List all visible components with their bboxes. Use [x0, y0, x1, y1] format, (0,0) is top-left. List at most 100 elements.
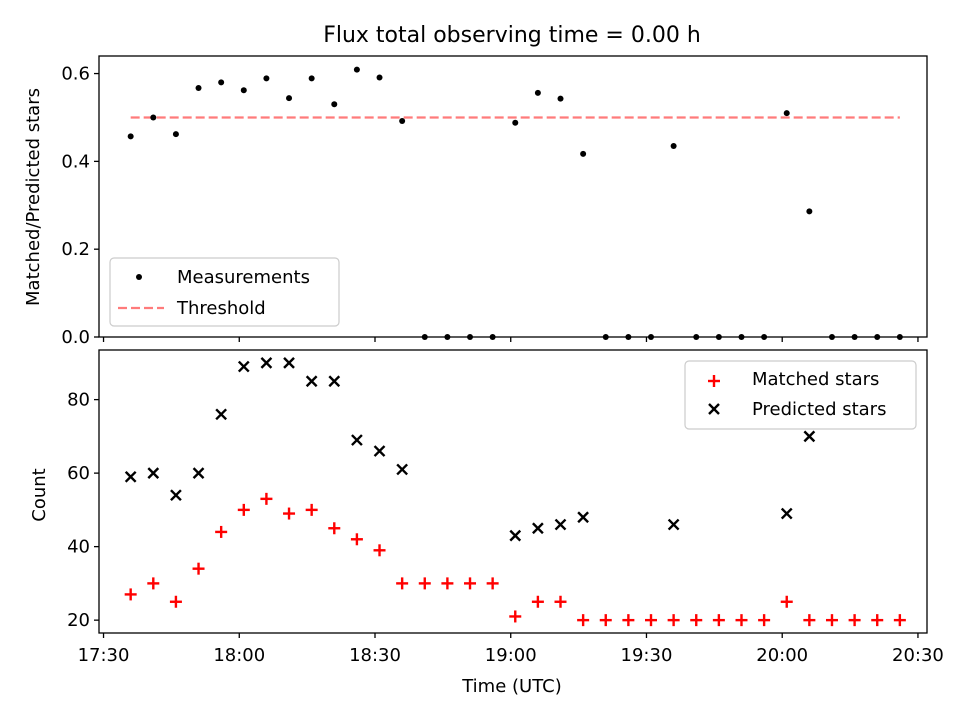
measurement-point: [218, 79, 225, 86]
measurement-point: [580, 150, 587, 157]
matched-star-point: [464, 577, 477, 590]
matched-star-point: [486, 577, 499, 590]
matched-star-point: [531, 595, 544, 608]
count-axes-frame: [98, 349, 928, 634]
matched-star-point: [237, 503, 250, 516]
predicted-legend-marker: [708, 403, 720, 415]
ratio-y-tick-label: 0.6: [61, 64, 90, 85]
count-y-tick-label: 80: [67, 390, 90, 411]
measurement-point: [150, 114, 157, 121]
measurement-point: [512, 119, 519, 126]
predicted-star-point: [554, 518, 567, 531]
matched-star-point: [373, 544, 386, 557]
predicted-star-point: [124, 470, 137, 483]
predicted-star-point: [532, 522, 544, 535]
matched-star-point: [825, 614, 838, 627]
matched-star-point: [554, 595, 567, 608]
count-y-tick-label: 20: [67, 610, 90, 631]
measurement-point: [195, 85, 202, 92]
matched-star-point: [622, 614, 635, 627]
matched-star-point: [803, 614, 816, 627]
ratio-y-tick-label: 0.4: [61, 151, 90, 172]
matched-star-point: [418, 577, 431, 590]
measurement-point: [399, 117, 406, 124]
ratio-axes-frame: [98, 55, 928, 338]
count-panel: 20 40 60 80 17:30 18:00 18:30 19:00 19:30 20:00 2…: [29, 349, 944, 697]
measurement-point: [286, 95, 293, 102]
predicted-star-point: [803, 430, 816, 443]
matched-star-point: [260, 492, 273, 505]
matched-star-point: [350, 533, 363, 546]
predicted-star-point: [215, 408, 228, 421]
x-tick-label: 20:00: [756, 645, 808, 666]
predicted-legend-label: Predicted stars: [752, 399, 886, 420]
measurements-legend-label: Measurements: [177, 267, 310, 288]
measurement-point: [557, 95, 564, 102]
measurement-point: [806, 208, 813, 215]
measurement-point: [172, 131, 179, 138]
measurement-point: [127, 133, 134, 140]
ratio-legend-box: [109, 257, 340, 327]
matched-star-point: [780, 595, 793, 608]
measurement-point: [331, 101, 338, 108]
matched-star-point: [893, 614, 906, 627]
matched-star-point: [577, 614, 590, 627]
count-legend-box: [684, 360, 917, 430]
matched-star-point: [328, 522, 341, 535]
matched-star-point: [645, 614, 657, 627]
matched-legend-label: Matched stars: [752, 369, 879, 390]
matched-legend-marker: [708, 375, 720, 387]
predicted-star-point: [305, 375, 318, 388]
predicted-star-point: [351, 434, 363, 446]
x-tick-label: 17:30: [78, 645, 130, 666]
matched-star-point: [147, 577, 160, 590]
predicted-star-point: [373, 445, 386, 457]
count-y-tick-label: 40: [67, 537, 90, 558]
measurement-point: [376, 74, 383, 81]
x-tick-label: 19:00: [485, 645, 537, 666]
matched-star-point: [192, 562, 205, 575]
measurement-point: [353, 66, 360, 73]
measurement-point: [670, 143, 677, 150]
matched-star-point: [712, 614, 725, 627]
predicted-star-point: [328, 375, 341, 388]
predicted-star-point: [283, 357, 295, 369]
ratio-y-tick-label: 0.2: [61, 239, 90, 260]
ratio-y-axis-label: Matched/Predicted stars: [23, 88, 44, 306]
matched-star-point: [871, 614, 884, 627]
matched-star-point: [396, 577, 409, 590]
chart-title: Flux total observing time = 0.00 h: [323, 23, 701, 48]
x-tick-label: 20:30: [892, 645, 944, 666]
measurements-legend-marker: [136, 274, 142, 280]
ratio-y-tick-label: 0.0: [61, 327, 90, 348]
predicted-star-point: [237, 360, 250, 373]
x-tick-label: 18:00: [213, 645, 265, 666]
predicted-star-point: [667, 518, 680, 531]
matched-star-point: [735, 614, 748, 627]
predicted-star-point: [170, 489, 182, 502]
matched-stars-points: [124, 492, 906, 627]
matched-star-point: [599, 614, 612, 627]
count-x-ticks: 17:30 18:00 18:30 19:00 19:30 20:00 20:30: [78, 633, 944, 666]
ratio-y-ticks: 0.0 0.2 0.4 0.6: [61, 64, 99, 348]
predicted-star-point: [396, 463, 408, 476]
predicted-star-point: [509, 529, 522, 542]
count-y-tick-label: 60: [67, 463, 90, 484]
matched-star-point: [667, 614, 680, 627]
predicted-star-point: [147, 467, 160, 479]
predicted-star-point: [192, 467, 205, 479]
predicted-stars-points: [124, 357, 816, 542]
count-y-axis-label: Count: [29, 468, 50, 521]
predicted-star-point: [780, 507, 793, 520]
threshold-legend-label: Threshold: [176, 298, 266, 319]
measurement-point: [263, 75, 270, 82]
predicted-star-point: [260, 357, 273, 369]
ratio-legend: Measurements Threshold: [109, 257, 340, 327]
count-y-ticks: 20 40 60 80: [67, 390, 99, 631]
matched-star-point: [509, 610, 522, 623]
matched-star-point: [124, 588, 137, 601]
measurement-point: [783, 110, 790, 117]
matched-star-point: [215, 525, 228, 538]
x-axis-label: Time (UTC): [461, 676, 562, 697]
